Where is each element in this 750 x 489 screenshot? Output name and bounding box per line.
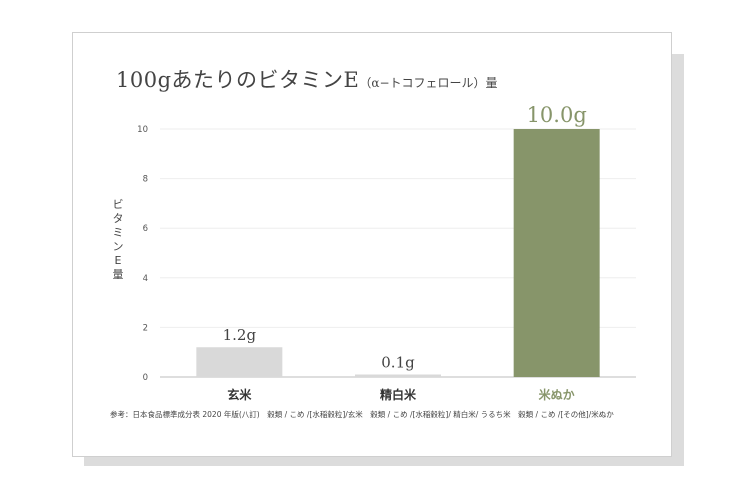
x-category-label: 精白米 xyxy=(380,387,417,402)
y-tick-label: 2 xyxy=(143,323,148,333)
bar xyxy=(513,129,600,377)
x-category-label: 米ぬか xyxy=(539,387,575,402)
y-tick-label: 4 xyxy=(143,274,148,284)
chart-title: 100gあたりのビタミンE（α−トコフェロール）量 xyxy=(116,64,498,94)
bar-value-label: 10.0g xyxy=(527,103,587,127)
x-category-label: 玄米 xyxy=(227,387,252,402)
y-axis-label: ビタミンE量 xyxy=(112,198,124,281)
bar xyxy=(355,374,441,377)
chart-title-main: 100gあたりのビタミンE xyxy=(116,68,360,92)
chart-title-sub: （α−トコフェロール）量 xyxy=(359,76,498,90)
bar xyxy=(196,347,283,377)
y-tick-label: 8 xyxy=(143,175,148,185)
bar-value-label: 0.1g xyxy=(381,354,415,372)
bar-value-label: 1.2g xyxy=(223,326,257,344)
y-tick-label: 6 xyxy=(143,224,148,234)
y-tick-label: 10 xyxy=(137,125,148,135)
source-note: 参考：日本食品標準成分表 2020 年版(八訂) 穀類 / こめ /[水稲穀粒]… xyxy=(110,410,614,419)
y-tick-label: 0 xyxy=(143,373,148,383)
